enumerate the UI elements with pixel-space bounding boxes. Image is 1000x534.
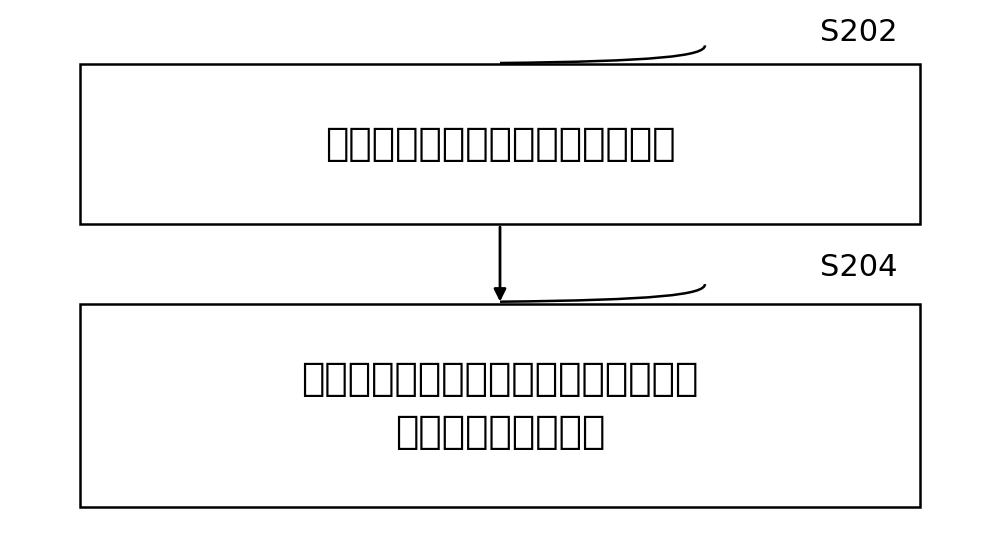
- Text: 进行光刻工艺，得到由剩余光刻胶材料
层构成的光刻胶图层: 进行光刻工艺，得到由剩余光刻胶材料 层构成的光刻胶图层: [301, 360, 699, 451]
- Text: S202: S202: [820, 18, 898, 46]
- FancyBboxPatch shape: [80, 304, 920, 507]
- Text: 于刻蚀材料层上形成光刻胶材料层: 于刻蚀材料层上形成光刻胶材料层: [325, 125, 675, 163]
- FancyBboxPatch shape: [80, 64, 920, 224]
- Text: S204: S204: [820, 253, 898, 281]
